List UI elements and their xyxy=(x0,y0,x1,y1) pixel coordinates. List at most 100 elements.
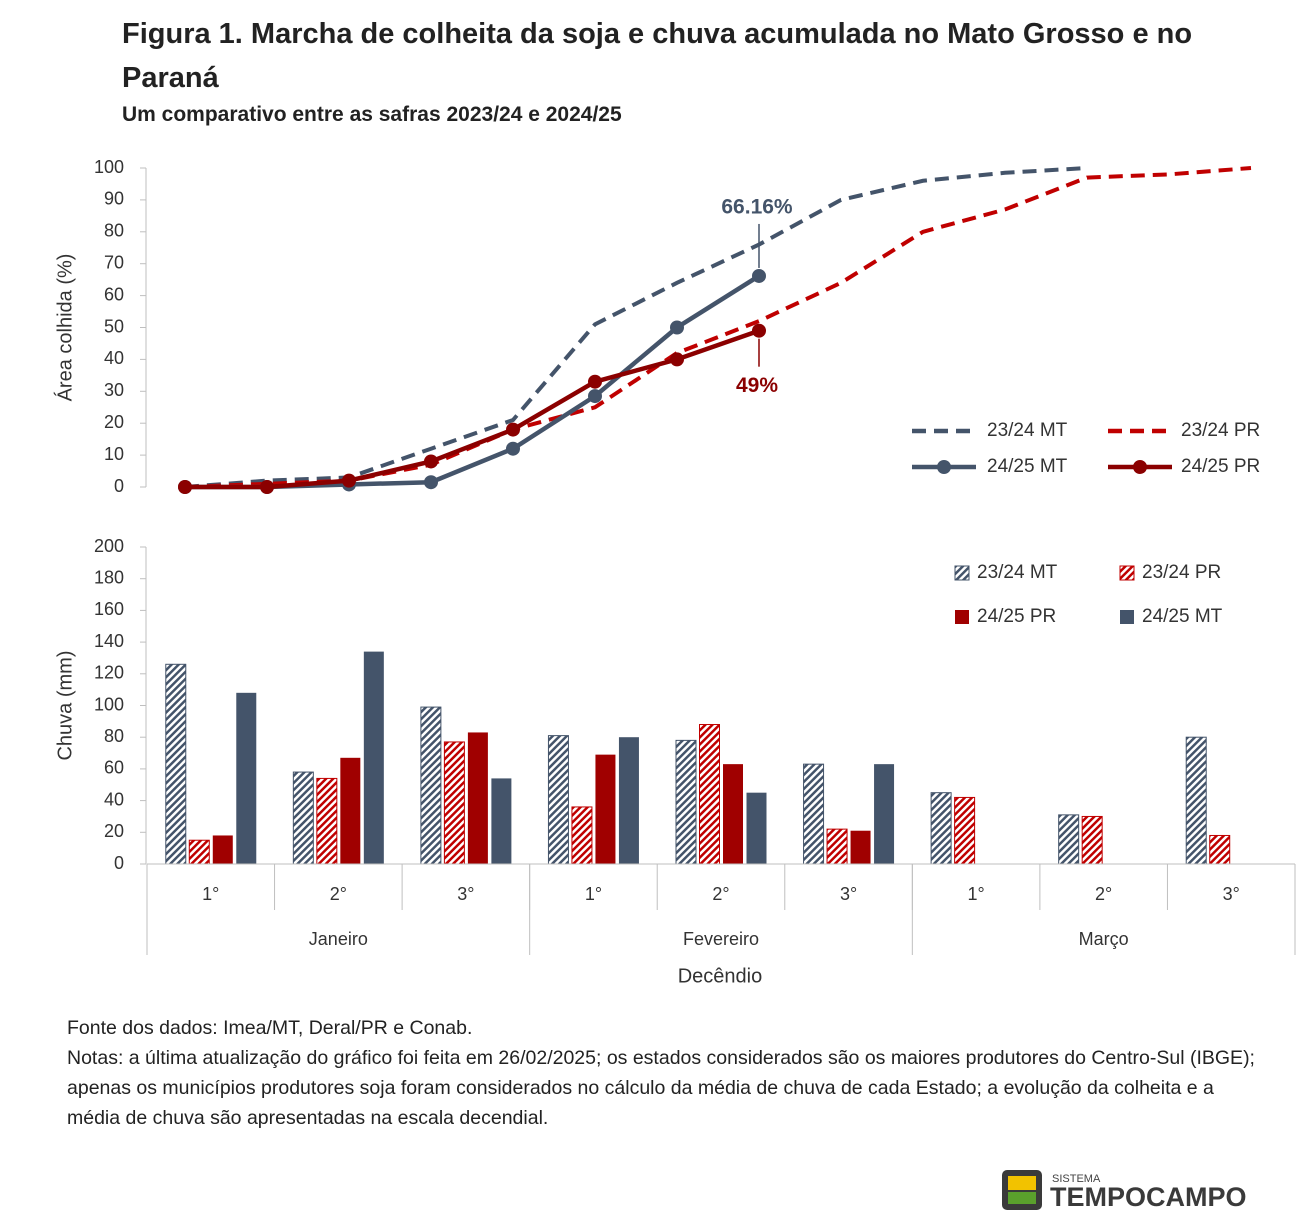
bar xyxy=(547,735,569,865)
bar xyxy=(675,739,697,865)
legend-swatch xyxy=(955,610,969,624)
source: Fonte dos dados: Imea/MT, Deral/PR e Con… xyxy=(67,1017,473,1039)
subtitle: Um comparativo entre as safras 2023/24 e… xyxy=(122,103,622,126)
legend-swatch xyxy=(1119,565,1135,581)
x-tick-label: 3° xyxy=(840,884,857,904)
x-tick-label: 3° xyxy=(457,884,474,904)
y-tick-label: 0 xyxy=(114,853,124,873)
bar xyxy=(363,651,384,864)
y-tick-label: 200 xyxy=(94,536,124,556)
x-axis-label: Decêndio xyxy=(678,965,763,987)
group-label: Janeiro xyxy=(309,929,368,949)
bar xyxy=(236,692,257,864)
x-tick-label: 1° xyxy=(202,884,219,904)
bar xyxy=(443,741,465,865)
line xyxy=(185,274,761,490)
x-tick-label: 3° xyxy=(1223,884,1240,904)
legend-label: 23/24 MT xyxy=(987,420,1068,441)
legend-swatch xyxy=(1120,610,1134,624)
logo: SISTEMA TEMPOCAMPO xyxy=(1002,1170,1247,1212)
line xyxy=(184,166,1252,489)
bar xyxy=(699,724,720,865)
group-label: Fevereiro xyxy=(683,929,759,949)
bar xyxy=(954,796,976,865)
y-axis-label: Área colhida (%) xyxy=(53,254,76,402)
y-tick-label: 20 xyxy=(104,821,124,841)
legend-label: 24/25 PR xyxy=(1181,456,1260,477)
bar xyxy=(723,764,743,864)
x-tick-label: 1° xyxy=(968,884,985,904)
y-tick-label: 0 xyxy=(114,476,124,496)
line xyxy=(185,328,760,490)
legend-label: 23/24 PR xyxy=(1142,562,1221,583)
y-tick-label: 60 xyxy=(104,284,124,304)
y-tick-label: 180 xyxy=(94,567,124,587)
bar xyxy=(930,792,952,865)
legend-label: 23/24 PR xyxy=(1181,420,1260,441)
x-tick-label: 2° xyxy=(330,884,347,904)
data-label: 66.16% xyxy=(721,195,793,218)
marker xyxy=(588,389,602,404)
bar xyxy=(1081,815,1103,865)
y-tick-label: 40 xyxy=(104,789,124,809)
marker xyxy=(588,374,602,389)
y-tick-label: 30 xyxy=(104,380,124,400)
bar xyxy=(1058,814,1080,865)
logo-top: SISTEMA xyxy=(1052,1173,1101,1185)
y-tick-label: 10 xyxy=(104,444,124,464)
bar xyxy=(595,754,616,864)
bar xyxy=(340,757,361,864)
y-tick-label: 80 xyxy=(104,726,124,746)
bar xyxy=(491,778,512,864)
y-tick-label: 120 xyxy=(94,663,124,683)
chart: 0 10 20 30 40 50 60 70 80 90 100 Área colhida (%) 23… xyxy=(53,157,1296,987)
y-axis-label: Chuva (mm) xyxy=(54,650,76,760)
notes: Notas: a última atualização do gráfico f… xyxy=(67,1047,1255,1129)
y-tick-label: 160 xyxy=(94,599,124,619)
legend-swatch xyxy=(954,565,970,581)
marker xyxy=(506,422,520,437)
marker xyxy=(424,475,438,490)
legend-marker xyxy=(937,460,951,474)
x-tick-label: 1° xyxy=(585,884,602,904)
legend-marker xyxy=(1133,460,1147,474)
bar xyxy=(618,737,639,864)
bar xyxy=(316,777,338,865)
y-tick-label: 80 xyxy=(104,221,124,241)
bar xyxy=(212,835,233,864)
title: Figura 1. Marcha de colheita da soja e c… xyxy=(122,18,1193,94)
data-label: 49% xyxy=(736,374,778,397)
bar xyxy=(292,771,314,865)
marker xyxy=(424,454,438,469)
legend-label: 24/25 MT xyxy=(1142,606,1223,627)
y-tick-label: 60 xyxy=(104,758,124,778)
bar xyxy=(803,763,825,865)
bar xyxy=(1185,736,1207,865)
logo-name: TEMPOCAMPO xyxy=(1050,1182,1247,1212)
bar xyxy=(826,828,848,865)
legend-label: 23/24 MT xyxy=(977,562,1058,583)
bar xyxy=(571,806,593,865)
marker xyxy=(342,473,356,488)
marker xyxy=(178,480,192,494)
group-label: Março xyxy=(1079,929,1129,949)
logo-sun xyxy=(1008,1176,1036,1190)
marker xyxy=(506,441,520,456)
x-tick-label: 2° xyxy=(712,884,729,904)
y-tick-label: 70 xyxy=(104,252,124,272)
bar xyxy=(850,830,871,864)
legend-label: 24/25 PR xyxy=(977,606,1056,627)
marker xyxy=(670,320,684,335)
y-tick-label: 50 xyxy=(104,316,124,336)
bar xyxy=(165,663,187,865)
marker xyxy=(670,352,684,367)
x-tick-label: 2° xyxy=(1095,884,1112,904)
marker xyxy=(752,323,766,338)
line xyxy=(184,166,1088,489)
y-tick-label: 20 xyxy=(104,412,124,432)
logo-field xyxy=(1008,1192,1036,1204)
y-tick-label: 100 xyxy=(94,157,124,177)
marker xyxy=(260,480,274,494)
y-tick-label: 90 xyxy=(104,189,124,209)
